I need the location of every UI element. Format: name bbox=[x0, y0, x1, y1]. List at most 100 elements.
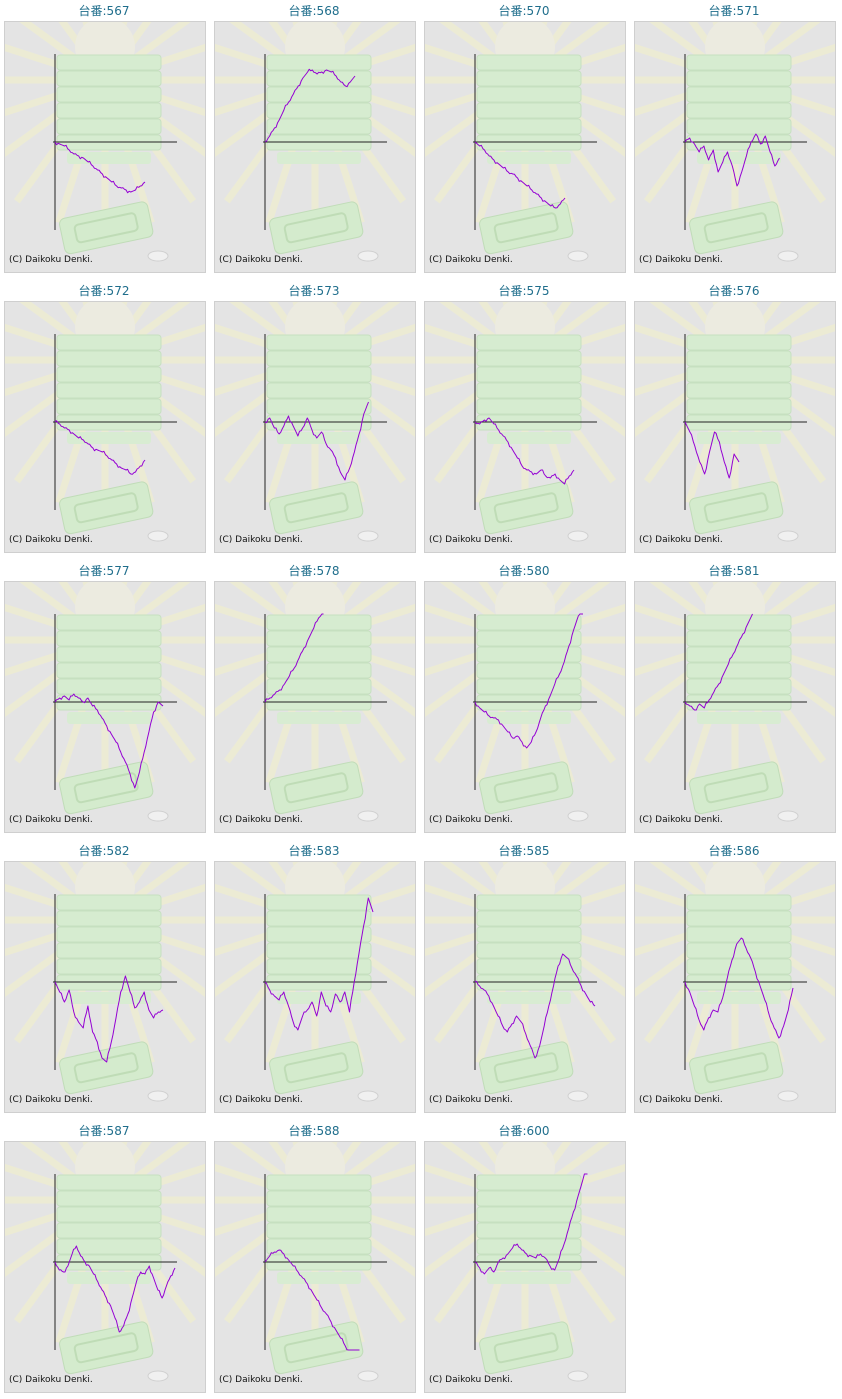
machine-number-link[interactable]: 台番:572 bbox=[78, 284, 130, 298]
machine-number-link[interactable]: 台番:588 bbox=[288, 1124, 340, 1138]
machine-card[interactable]: 台番:588 (C) Daikoku Denki. bbox=[212, 1120, 416, 1395]
machine-card[interactable]: 台番:570 (C) Daikoku Denki. bbox=[422, 0, 626, 275]
copyright-label: (C) Daikoku Denki. bbox=[639, 255, 723, 265]
slump-line bbox=[264, 613, 324, 703]
background-coin bbox=[147, 1370, 169, 1382]
machine-number-link[interactable]: 台番:570 bbox=[498, 4, 550, 18]
machine-number-link[interactable]: 台番:578 bbox=[288, 564, 340, 578]
background-box-stack bbox=[476, 862, 582, 1004]
copyright-label: (C) Daikoku Denki. bbox=[219, 815, 303, 825]
copyright-label: (C) Daikoku Denki. bbox=[639, 1095, 723, 1105]
slump-graph[interactable]: (C) Daikoku Denki. bbox=[634, 21, 836, 273]
slump-graph[interactable]: (C) Daikoku Denki. bbox=[424, 861, 626, 1113]
machine-number-link[interactable]: 台番:586 bbox=[708, 844, 760, 858]
slump-line bbox=[474, 417, 575, 485]
machine-card[interactable]: 台番:568 (C) Daikoku Denki. bbox=[212, 0, 416, 275]
slump-graph[interactable]: (C) Daikoku Denki. bbox=[4, 1141, 206, 1393]
machine-number-link[interactable]: 台番:571 bbox=[708, 4, 760, 18]
slump-graph[interactable]: (C) Daikoku Denki. bbox=[634, 301, 836, 553]
slump-graph[interactable]: (C) Daikoku Denki. bbox=[424, 581, 626, 833]
copyright-label: (C) Daikoku Denki. bbox=[9, 1375, 93, 1385]
background-tray bbox=[269, 1321, 364, 1375]
machine-card[interactable]: 台番:585 (C) Daikoku Denki. bbox=[422, 840, 626, 1115]
machine-number-link[interactable]: 台番:575 bbox=[498, 284, 550, 298]
slump-graph[interactable]: (C) Daikoku Denki. bbox=[4, 581, 206, 833]
machine-number-link[interactable]: 台番:576 bbox=[708, 284, 760, 298]
machine-card[interactable]: 台番:600 (C) Daikoku Denki. bbox=[422, 1120, 626, 1395]
machine-card[interactable]: 台番:572 (C) Daikoku Denki. bbox=[2, 280, 206, 555]
machine-card[interactable]: 台番:567 (C) Daikoku Denki. bbox=[2, 0, 206, 275]
background-tray bbox=[59, 1321, 154, 1375]
slump-graph-canvas bbox=[5, 22, 205, 262]
machine-card[interactable]: 台番:573 (C) Daikoku Denki. bbox=[212, 280, 416, 555]
slump-graph[interactable]: (C) Daikoku Denki. bbox=[634, 861, 836, 1113]
machine-number-link[interactable]: 台番:580 bbox=[498, 564, 550, 578]
machine-number-link[interactable]: 台番:567 bbox=[78, 4, 130, 18]
slump-line bbox=[264, 897, 374, 1031]
machine-card[interactable]: 台番:583 (C) Daikoku Denki. bbox=[212, 840, 416, 1115]
machine-number-link[interactable]: 台番:582 bbox=[78, 844, 130, 858]
slump-graph[interactable]: (C) Daikoku Denki. bbox=[214, 581, 416, 833]
copyright-label: (C) Daikoku Denki. bbox=[639, 535, 723, 545]
machine-number-link[interactable]: 台番:577 bbox=[78, 564, 130, 578]
slump-line bbox=[474, 613, 583, 749]
slump-graph-canvas bbox=[635, 862, 835, 1102]
background-box-stack bbox=[56, 862, 162, 1004]
slump-graph[interactable]: (C) Daikoku Denki. bbox=[214, 21, 416, 273]
machine-card[interactable]: 台番:580 (C) Daikoku Denki. bbox=[422, 560, 626, 835]
background-box-stack bbox=[686, 582, 792, 724]
machine-number-link[interactable]: 台番:573 bbox=[288, 284, 340, 298]
background-box-stack bbox=[266, 302, 372, 444]
background-box-stack bbox=[266, 862, 372, 1004]
slump-graph-canvas bbox=[215, 582, 415, 822]
machine-card[interactable]: 台番:582 (C) Daikoku Denki. bbox=[2, 840, 206, 1115]
machine-number-link[interactable]: 台番:568 bbox=[288, 4, 340, 18]
slump-graph[interactable]: (C) Daikoku Denki. bbox=[4, 861, 206, 1113]
slump-graph[interactable]: (C) Daikoku Denki. bbox=[4, 21, 206, 273]
background-box-stack bbox=[56, 22, 162, 164]
slump-graph[interactable]: (C) Daikoku Denki. bbox=[4, 301, 206, 553]
background-tray bbox=[269, 1041, 364, 1095]
background-coin bbox=[777, 250, 799, 262]
background-tray bbox=[59, 761, 154, 815]
machine-card[interactable]: 台番:575 (C) Daikoku Denki. bbox=[422, 280, 626, 555]
machine-card[interactable]: 台番:586 (C) Daikoku Denki. bbox=[632, 840, 836, 1115]
machine-card[interactable]: 台番:587 (C) Daikoku Denki. bbox=[2, 1120, 206, 1395]
slump-line bbox=[684, 937, 794, 1039]
machine-card[interactable]: 台番:581 (C) Daikoku Denki. bbox=[632, 560, 836, 835]
slump-graph-canvas bbox=[5, 862, 205, 1102]
slump-graph[interactable]: (C) Daikoku Denki. bbox=[424, 21, 626, 273]
slump-graph[interactable]: (C) Daikoku Denki. bbox=[214, 1141, 416, 1393]
slump-line bbox=[264, 68, 356, 143]
background-tray bbox=[59, 1041, 154, 1095]
background-box-stack bbox=[476, 582, 582, 724]
slump-graph-canvas bbox=[635, 302, 835, 542]
slump-graph-canvas bbox=[425, 862, 625, 1102]
machine-number-link[interactable]: 台番:587 bbox=[78, 1124, 130, 1138]
machine-number-link[interactable]: 台番:581 bbox=[708, 564, 760, 578]
slump-graph-canvas bbox=[215, 862, 415, 1102]
background-box-stack bbox=[266, 22, 372, 164]
machine-number-link[interactable]: 台番:600 bbox=[498, 1124, 550, 1138]
copyright-label: (C) Daikoku Denki. bbox=[639, 815, 723, 825]
machine-card[interactable]: 台番:571 (C) Daikoku Denki. bbox=[632, 0, 836, 275]
slump-graph[interactable]: (C) Daikoku Denki. bbox=[634, 581, 836, 833]
slump-graph[interactable]: (C) Daikoku Denki. bbox=[214, 861, 416, 1113]
machine-card[interactable]: 台番:578 (C) Daikoku Denki. bbox=[212, 560, 416, 835]
slump-graph[interactable]: (C) Daikoku Denki. bbox=[424, 1141, 626, 1393]
slump-graph[interactable]: (C) Daikoku Denki. bbox=[214, 301, 416, 553]
background-coin bbox=[567, 1090, 589, 1102]
machine-number-link[interactable]: 台番:583 bbox=[288, 844, 340, 858]
machine-number-link[interactable]: 台番:585 bbox=[498, 844, 550, 858]
background-tray bbox=[59, 201, 154, 255]
background-coin bbox=[147, 530, 169, 542]
background-box-stack bbox=[266, 1142, 372, 1284]
copyright-label: (C) Daikoku Denki. bbox=[429, 1375, 513, 1385]
background-tray bbox=[59, 481, 154, 535]
background-tray bbox=[479, 1041, 574, 1095]
slump-graph[interactable]: (C) Daikoku Denki. bbox=[424, 301, 626, 553]
background-coin bbox=[147, 250, 169, 262]
machine-card[interactable]: 台番:577 (C) Daikoku Denki. bbox=[2, 560, 206, 835]
slump-graph-canvas bbox=[635, 582, 835, 822]
machine-card[interactable]: 台番:576 (C) Daikoku Denki. bbox=[632, 280, 836, 555]
